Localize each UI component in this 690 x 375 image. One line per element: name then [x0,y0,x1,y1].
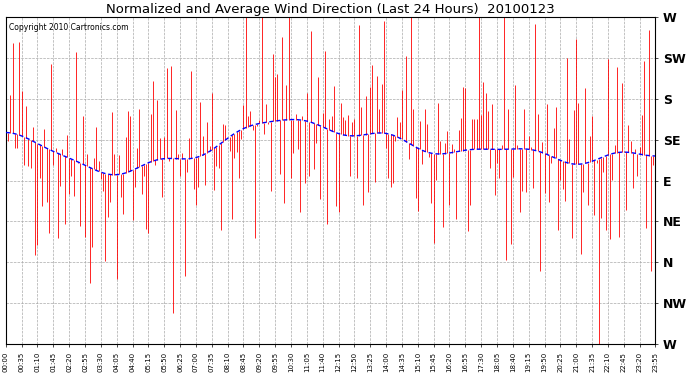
Title: Normalized and Average Wind Direction (Last 24 Hours)  20100123: Normalized and Average Wind Direction (L… [106,3,555,16]
Text: Copyright 2010 Cartronics.com: Copyright 2010 Cartronics.com [9,24,128,33]
